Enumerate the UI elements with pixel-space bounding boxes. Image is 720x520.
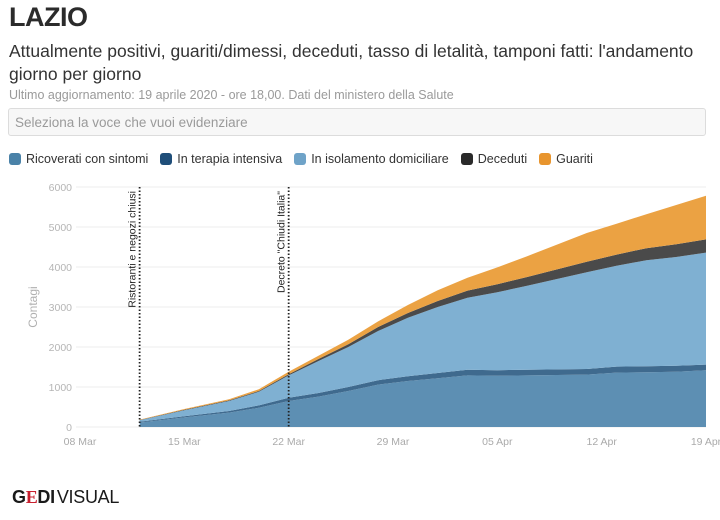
y-tick-label: 5000: [49, 222, 73, 234]
logo-di: DI: [37, 487, 55, 507]
annotation-label: Ristoranti e negozi chiusi: [127, 191, 139, 308]
y-axis-ticks: 0 1000 2000 3000 4000 5000 6000: [49, 182, 73, 434]
y-tick-label: 1000: [49, 382, 73, 394]
legend-item-deceduti[interactable]: Deceduti: [460, 152, 528, 166]
legend-swatch: [9, 153, 21, 165]
y-tick-label: 2000: [49, 342, 73, 354]
logo-visual: VISUAL: [56, 487, 120, 507]
highlight-select[interactable]: Seleziona la voce che vuoi evidenziare: [8, 108, 706, 136]
legend-label: In terapia intensiva: [177, 152, 283, 166]
y-axis-label: Contagi: [26, 286, 40, 327]
y-tick-label: 6000: [49, 182, 73, 194]
logo-g: G: [12, 487, 26, 507]
y-tick-label: 0: [66, 422, 72, 434]
legend-item-isolamento[interactable]: In isolamento domiciliare: [294, 152, 449, 166]
y-tick-label: 4000: [49, 262, 73, 274]
x-axis-ticks: 08 Mar 15 Mar 22 Mar 29 Mar 05 Apr 12 Apr 19 A…: [64, 436, 720, 448]
y-tick-label: 3000: [49, 302, 73, 314]
x-tick-label: 19 Apr: [691, 436, 720, 448]
legend-swatch: [160, 153, 173, 165]
area-in-terapia-intensiva[interactable]: [139, 364, 707, 423]
annotation-label: Decreto "Chiudi Italia": [276, 191, 288, 293]
logo-e: E: [25, 487, 38, 507]
area-in-isolamento-domiciliare[interactable]: [139, 252, 707, 422]
last-updated: Ultimo aggiornamento: 19 aprile 2020 - o…: [9, 88, 454, 102]
x-tick-label: 12 Apr: [586, 436, 617, 448]
area-ricoverati-con-sintomi[interactable]: [139, 370, 707, 427]
x-tick-label: 22 Mar: [272, 436, 305, 448]
page-title: LAZIO: [9, 2, 88, 32]
legend-swatch: [539, 153, 552, 165]
highlight-select-placeholder: Seleziona la voce che vuoi evidenziare: [15, 115, 248, 130]
legend-label: Ricoverati con sintomi: [26, 152, 149, 166]
legend-swatch: [460, 153, 473, 165]
x-tick-label: 15 Mar: [168, 436, 201, 448]
stacked-area-chart: Ristoranti e negozi chiusi Decreto "Chiud…: [26, 182, 720, 448]
gedi-visual-logo: GEDI VISUAL: [12, 487, 119, 508]
x-tick-label: 29 Mar: [377, 436, 410, 448]
area-guariti[interactable]: [139, 195, 707, 420]
legend-label: Guariti: [556, 152, 593, 166]
x-tick-label: 05 Apr: [482, 436, 513, 448]
legend-swatch: [294, 153, 307, 165]
legend-item-terapia-intensiva[interactable]: In terapia intensiva: [160, 152, 282, 166]
legend-item-guariti[interactable]: Guariti: [539, 152, 593, 166]
legend-label: Deceduti: [477, 152, 528, 166]
legend: Ricoverati con sintomi In terapia intens…: [9, 152, 605, 166]
x-tick-label: 08 Mar: [64, 436, 97, 448]
legend-item-ricoverati[interactable]: Ricoverati con sintomi: [9, 152, 148, 166]
chart-subtitle: Attualmente positivi, guariti/dimessi, d…: [9, 41, 694, 84]
annotations: Ristoranti e negozi chiusi Decreto "Chiud…: [127, 187, 290, 427]
area-deceduti[interactable]: [139, 239, 707, 421]
legend-label: In isolamento domiciliare: [311, 152, 449, 166]
area-series: [139, 195, 707, 427]
